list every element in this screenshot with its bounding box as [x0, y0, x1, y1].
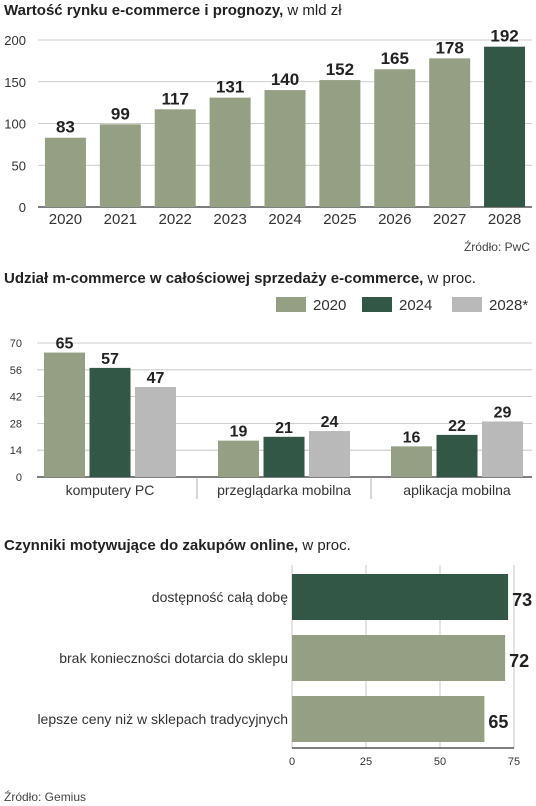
chart2-bar	[391, 446, 432, 477]
chart2-y-tick-label: 14	[10, 445, 22, 457]
chart2-bar	[263, 436, 305, 477]
chart1-y-tick-label: 100	[4, 117, 26, 132]
chart1-bar-chart: 0 50 100 150 200 83 2020 99 2021 117 2022 131 2023 14…	[4, 27, 532, 228]
chart2-data-label: 21	[275, 420, 293, 437]
chart3-title-text: Czynniki motywujące do zakupów online,	[4, 537, 299, 554]
chart2-data-label: 16	[403, 429, 421, 446]
chart2-bar	[436, 434, 478, 477]
chart1-bar	[209, 97, 251, 207]
chart2-x-tick-label: komputery PC	[66, 482, 155, 498]
chart1-data-label: 165	[381, 49, 409, 68]
chart3-data-label: 72	[509, 651, 529, 671]
chart1-x-tick-label: 2023	[213, 211, 246, 228]
chart2-legend-swatch	[276, 297, 306, 312]
chart2-unit: w proc.	[427, 270, 476, 287]
chart1-source: Źródło: PwC	[463, 240, 530, 254]
chart1-bar	[154, 109, 196, 207]
chart2-grouped-bar-chart: 2020 2024 2028* 0 14 28 42 56 70 65 57 47 komputery …	[10, 297, 532, 499]
chart2-legend-swatch	[362, 297, 392, 312]
chart2-bar	[482, 421, 523, 477]
chart3-unit: w proc.	[302, 537, 351, 554]
chart1-x-tick-label: 2025	[323, 211, 356, 228]
chart2-bar	[309, 431, 350, 477]
chart1-bar	[484, 46, 526, 208]
chart1-data-label: 99	[111, 104, 130, 123]
chart1-bar	[319, 80, 361, 207]
chart2-x-tick-label: aplikacja mobilna	[403, 482, 511, 498]
chart2-data-label: 47	[147, 370, 165, 387]
chart2-bar	[218, 440, 259, 477]
chart2-y-tick-label: 42	[10, 392, 22, 404]
chart1-bar	[374, 69, 416, 207]
chart2-x-tick-label: przeglądarka mobilna	[217, 482, 351, 498]
chart1-bar	[99, 124, 141, 207]
chart1-bar	[429, 58, 471, 208]
chart3-category-label: dostępność całą dobę	[152, 589, 288, 605]
chart1-data-label: 178	[435, 38, 463, 57]
chart1-data-label: 140	[271, 70, 299, 89]
chart2-legend-label: 2020	[313, 297, 346, 314]
chart2-data-label: 29	[494, 404, 512, 421]
chart2-y-tick-label: 56	[10, 365, 22, 377]
chart1-y-tick-label: 0	[19, 200, 26, 215]
chart1-data-label: 152	[326, 60, 354, 79]
chart2-y-tick-label: 28	[10, 418, 22, 430]
chart2-title-text: Udział m-commerce w całościowej sprzedaż…	[4, 270, 424, 287]
chart1-data-label: 83	[56, 118, 75, 137]
chart2-data-label: 24	[321, 414, 339, 431]
chart2-data-label: 19	[230, 424, 248, 441]
chart1-x-tick-label: 2022	[159, 211, 192, 228]
chart1-x-tick-label: 2028	[488, 211, 521, 228]
chart1-x-tick-label: 2027	[433, 211, 466, 228]
chart1-y-tick-label: 150	[4, 75, 26, 90]
chart2-legend-swatch	[452, 297, 482, 312]
chart1-bar	[264, 90, 306, 207]
chart2-data-label: 65	[56, 336, 74, 353]
chart3-bar	[292, 635, 506, 681]
chart2-legend-label: 2028*	[489, 297, 528, 314]
chart2-bar	[44, 352, 85, 477]
chart1-x-tick-label: 2020	[49, 211, 82, 228]
chart3-x-tick-label: 25	[360, 756, 372, 768]
chart3-bar	[292, 574, 509, 620]
chart1-title-text: Wartość rynku e-commerce i prognozy,	[4, 2, 284, 19]
chart3-horizontal-bar-chart: 0 25 50 75 73 dostępność całą dobę 72 brak koni…	[37, 565, 532, 768]
chart2-legend-label: 2024	[399, 297, 432, 314]
chart2-y-tick-label: 0	[16, 472, 22, 484]
chart1-y-tick-label: 50	[12, 158, 26, 173]
chart1-x-tick-label: 2024	[268, 211, 301, 228]
chart3-x-tick-label: 50	[434, 756, 446, 768]
chart3-x-tick-label: 75	[508, 756, 520, 768]
chart1-data-label: 192	[490, 27, 518, 46]
chart3-bar	[292, 696, 485, 742]
chart2-data-label: 22	[448, 418, 466, 435]
chart2-title: Udział m-commerce w całościowej sprzedaż…	[4, 270, 476, 287]
chart2-data-label: 57	[101, 351, 119, 368]
chart1-data-label: 131	[216, 78, 244, 97]
chart2-bar	[135, 387, 176, 477]
chart3-data-label: 65	[488, 712, 508, 732]
chart3-source: Źródło: Gemius	[4, 790, 87, 804]
chart1-x-tick-label: 2021	[104, 211, 137, 228]
chart3-data-label: 73	[512, 590, 532, 610]
chart2-y-tick-label: 70	[10, 338, 22, 350]
chart1-y-tick-label: 200	[4, 33, 26, 48]
chart3-category-label: lepsze ceny niż w sklepach tradycyjnych	[37, 711, 288, 727]
chart2-bar	[89, 367, 131, 477]
chart1-bar	[44, 137, 86, 207]
chart1-unit: w mld zł	[287, 2, 342, 19]
chart3-category-label: brak konieczności dotarcia do sklepu	[59, 650, 288, 666]
chart3-title: Czynniki motywujące do zakupów online, w…	[4, 537, 351, 554]
chart1-data-label: 117	[162, 89, 189, 108]
chart3-x-tick-label: 0	[289, 756, 295, 768]
chart1-title: Wartość rynku e-commerce i prognozy, w m…	[4, 2, 342, 19]
chart1-x-tick-label: 2026	[378, 211, 411, 228]
